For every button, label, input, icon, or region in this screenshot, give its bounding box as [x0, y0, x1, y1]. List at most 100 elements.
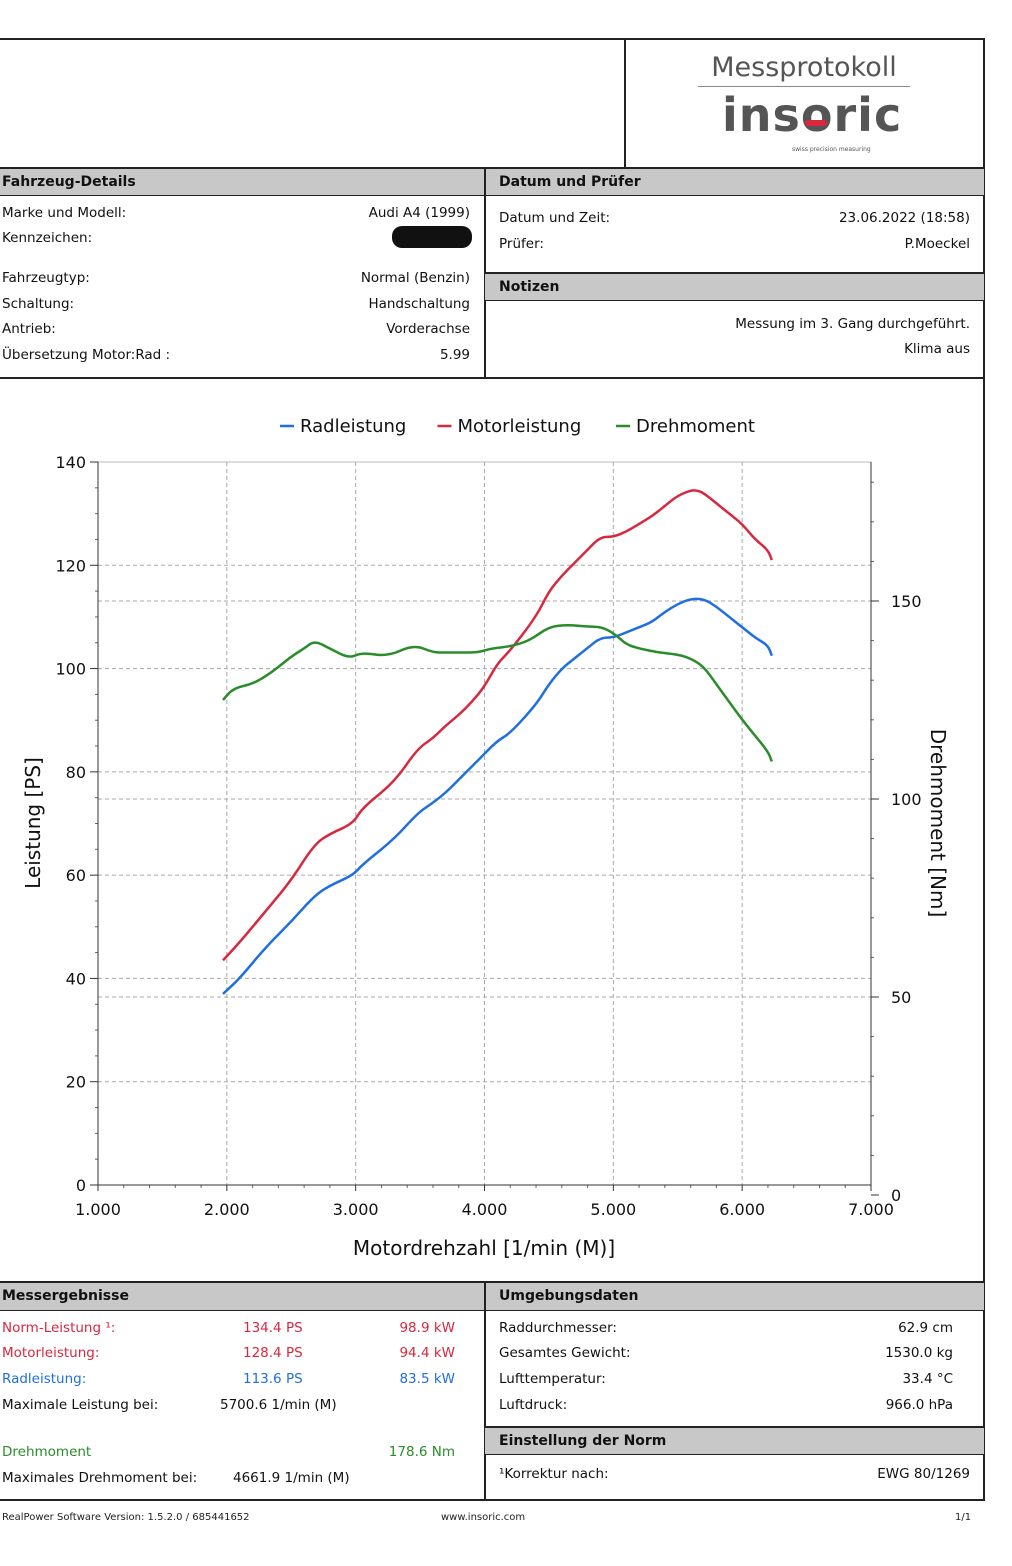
x-tick-label: 1.000 [75, 1200, 121, 1219]
series-line-drehmoment [222, 624, 773, 762]
vehicle-date-divider [484, 168, 486, 378]
vehicle-value: Normal (Benzin) [360, 270, 470, 286]
redacted-plate [392, 226, 472, 248]
engine-power-label: Motorleistung: [2, 1345, 100, 1361]
vehicle-header-top [0, 167, 985, 169]
series-line-radleistung [222, 597, 773, 995]
date-header-bg [485, 168, 984, 196]
max-torque-value: 4661.9 1/min (M) [233, 1470, 350, 1486]
y2-tick-label: 0 [891, 1186, 901, 1205]
env-value: 62.9 cm [898, 1320, 953, 1336]
logo-tagline: swiss precision measuring [792, 146, 871, 153]
x-tick-label: 6.000 [719, 1200, 765, 1219]
norm-power-label: Norm-Leistung ¹: [2, 1320, 116, 1336]
vehicle-label: Übersetzung Motor:Rad : [2, 347, 171, 363]
notes-header-top [485, 272, 985, 274]
date-title: Datum und Prüfer [499, 174, 641, 190]
vehicle-value: Vorderachse [386, 321, 470, 337]
chart-legend: Radleistung Motorleistung Drehmoment [280, 416, 755, 437]
y2-tick-label: 100 [891, 790, 922, 809]
dyno-chart: 1.000 2.000 3.000 4.000 5.000 6.000 7.00002040… [21, 416, 950, 1260]
protocol-title: Messprotokoll [711, 52, 897, 83]
vehicle-header-bottom [0, 195, 985, 196]
logo-block: Messprotokoll insoric swiss precision me… [626, 40, 982, 167]
series-line-motorleistung [222, 489, 773, 962]
x-tick-label: 5.000 [590, 1200, 636, 1219]
torque-value: 178.6 Nm [388, 1444, 455, 1460]
software-version: RealPower Software Version: 1.5.2.0 / 68… [2, 1512, 250, 1523]
right-border [983, 38, 985, 1500]
details-bottom [0, 377, 985, 379]
x-tick-label: 3.000 [333, 1200, 379, 1219]
norm-power-kw: 98.9 kW [399, 1320, 455, 1336]
x-tick-label: 2.000 [204, 1200, 250, 1219]
notes-line: Klima aus [904, 341, 970, 357]
wheel-power-label: Radleistung: [2, 1371, 87, 1387]
vehicle-title: Fahrzeug-Details [2, 174, 136, 190]
env-label: Gesamtes Gewicht: [499, 1345, 631, 1361]
legend-label: Motorleistung [458, 416, 582, 437]
header-divider [624, 38, 626, 168]
date-value: P.Moeckel [904, 236, 970, 252]
date-label: Datum und Zeit: [499, 210, 611, 226]
norm-header-top [485, 1426, 985, 1428]
vehicle-label: Schaltung: [2, 296, 75, 312]
date-label: Prüfer: [499, 236, 544, 252]
y-tick-label: 100 [55, 660, 86, 679]
vehicle-label: Fahrzeugtyp: [2, 270, 90, 286]
x-tick-label: 7.000 [848, 1200, 894, 1219]
page-number: 1/1 [955, 1512, 972, 1523]
wheel-power-kw: 83.5 kW [399, 1371, 455, 1387]
y-tick-label: 80 [66, 763, 86, 782]
env-value: 1530.0 kg [885, 1345, 953, 1361]
results-title: Messergebnisse [2, 1288, 129, 1304]
chart-series [222, 489, 773, 995]
legend-label: Radleistung [300, 416, 406, 437]
vehicle-label: Antrieb: [2, 321, 56, 337]
max-torque-label: Maximales Drehmoment bei: [2, 1470, 198, 1486]
engine-power-kw: 94.4 kW [399, 1345, 455, 1361]
env-label: Raddurchmesser: [499, 1320, 617, 1336]
y2-axis-label: Drehmoment [Nm] [926, 729, 950, 918]
norm-header-bg [485, 1428, 984, 1454]
y-tick-label: 60 [66, 866, 86, 885]
y-axis-label: Leistung [PS] [21, 757, 45, 889]
wheel-power-ps: 113.6 PS [243, 1371, 303, 1387]
max-power-label: Maximale Leistung bei: [2, 1397, 159, 1413]
y-tick-label: 40 [66, 969, 86, 988]
results-header-bg [0, 1283, 984, 1310]
notes-title: Notizen [499, 279, 560, 295]
env-label: Lufttemperatur: [499, 1371, 606, 1387]
notes-header-bg [485, 273, 984, 301]
vehicle-value: Handschaltung [368, 296, 470, 312]
y2-tick-label: 50 [891, 988, 911, 1007]
norm-value: EWG 80/1269 [877, 1466, 970, 1482]
results-header-top [0, 1281, 985, 1283]
engine-power-ps: 128.4 PS [243, 1345, 303, 1361]
top-border [0, 38, 985, 40]
y-tick-label: 0 [76, 1176, 86, 1195]
norm-header-bottom [485, 1454, 985, 1455]
logo-accent-icon [805, 120, 827, 126]
y-tick-label: 140 [55, 453, 86, 472]
insoric-logo: insoric [722, 88, 902, 142]
env-label: Luftdruck: [499, 1397, 568, 1413]
environment-title: Umgebungsdaten [499, 1288, 639, 1304]
env-value: 33.4 °C [902, 1371, 953, 1387]
results-env-divider [484, 1282, 486, 1500]
legend-label: Drehmoment [636, 416, 755, 437]
x-axis-label: Motordrehzahl [1/min (M)] [353, 1236, 615, 1260]
y-tick-label: 20 [66, 1073, 86, 1092]
vehicle-header-bg [0, 168, 485, 196]
norm-title: Einstellung der Norm [499, 1433, 667, 1449]
results-header-bottom [0, 1310, 985, 1311]
vehicle-label: Kennzeichen: [2, 230, 93, 246]
date-value: 23.06.2022 (18:58) [838, 210, 970, 226]
vehicle-value: Audi A4 (1999) [368, 205, 470, 221]
chart-axes: 1.000 2.000 3.000 4.000 5.000 6.000 7.00002040… [55, 453, 921, 1219]
torque-label: Drehmoment [2, 1444, 92, 1460]
y2-tick-label: 150 [891, 592, 922, 611]
website-link[interactable]: www.insoric.com [441, 1512, 526, 1523]
notes-header-bottom [485, 300, 985, 301]
title-underline [698, 86, 910, 87]
